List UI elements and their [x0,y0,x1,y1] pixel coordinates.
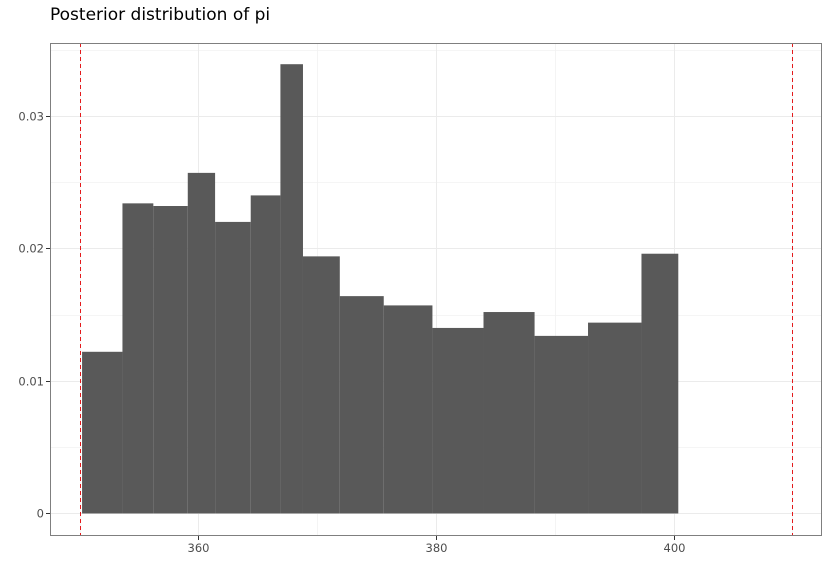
histogram-bar [534,335,589,514]
histogram-bars [82,64,679,514]
x-axis: 360 380 400 [188,536,686,555]
histogram-bar [383,305,433,514]
chart-title: Posterior distribution of pi [50,5,271,25]
histogram-bar [432,327,484,514]
histogram-bar [122,203,154,514]
histogram-bar [153,206,188,514]
y-tick-label: 0.03 [18,110,44,124]
y-tick-label: 0.02 [18,242,44,256]
panel-border [50,43,822,536]
x-tick-label: 360 [188,541,210,555]
histogram-bar [339,296,384,514]
histogram-bar [641,253,679,514]
x-tick-label: 400 [664,541,686,555]
y-tick-label: 0.01 [18,375,44,389]
histogram-bar [280,64,303,514]
histogram-bar [82,351,123,514]
y-tick-label: 0 [37,507,44,521]
histogram-bar [215,221,251,514]
x-tick-label: 380 [426,541,448,555]
y-axis: 0 0.01 0.02 0.03 [18,110,50,521]
histogram-bar [250,195,281,514]
histogram-bar [302,256,340,514]
histogram-bar [483,312,535,514]
histogram-bar [187,172,216,514]
histogram-bar [588,322,642,514]
credible-interval-lines [80,43,793,536]
